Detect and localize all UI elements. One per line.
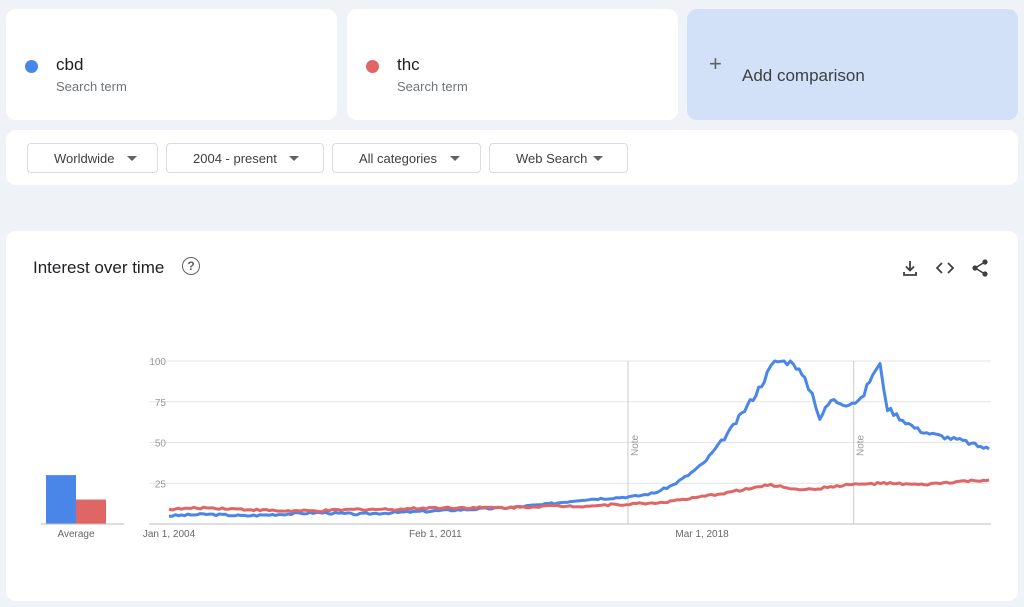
search-property-value: Web Search (516, 151, 588, 166)
term-sublabel: Search term (56, 79, 127, 94)
embed-code-icon[interactable] (934, 257, 956, 279)
term-color-dot (366, 60, 379, 73)
chevron-down-icon (593, 156, 603, 161)
x-tick-label: Mar 1, 2018 (675, 529, 729, 540)
time-range-dropdown[interactable]: 2004 - present (166, 143, 324, 173)
term-sublabel: Search term (397, 79, 468, 94)
category-value: All categories (359, 151, 438, 166)
chevron-down-icon (127, 156, 137, 161)
interest-over-time-panel: Interest over time ? Note Note Average 25… (6, 231, 1018, 601)
share-icon[interactable] (969, 257, 991, 279)
region-dropdown[interactable]: Worldwide (27, 143, 158, 173)
panel-title: Interest over time (33, 258, 165, 277)
add-comparison-label: Add comparison (742, 66, 865, 85)
add-comparison-button[interactable]: + Add comparison (687, 9, 1018, 120)
chevron-down-icon (450, 156, 460, 161)
y-tick-label: 75 (155, 398, 167, 409)
term-color-dot (25, 60, 38, 73)
average-bar-thc (76, 499, 106, 524)
x-tick-label: Jan 1, 2004 (143, 529, 196, 540)
x-tick-label: Feb 1, 2011 (409, 529, 462, 540)
time-range-value: 2004 - present (193, 151, 277, 166)
y-tick-label: 50 (155, 439, 167, 450)
y-tick-label: 25 (155, 479, 167, 490)
series-line-cbd (168, 359, 990, 518)
download-icon[interactable] (899, 257, 921, 279)
average-label: Average (57, 529, 95, 540)
term-card-cbd[interactable]: cbd Search term (6, 9, 337, 120)
term-card-thc[interactable]: thc Search term (347, 9, 678, 120)
y-tick-label: 100 (149, 357, 166, 368)
category-dropdown[interactable]: All categories (332, 143, 481, 173)
region-value: Worldwide (54, 151, 115, 166)
interest-over-time-chart: Note Note Average 25 50 75 100 Jan 1, 2004 Feb… (41, 357, 991, 540)
chevron-down-icon (289, 156, 299, 161)
plus-icon: + (709, 51, 722, 76)
average-bar-cbd (46, 475, 76, 524)
note-label: Note (856, 434, 867, 456)
note-label: Note (630, 434, 641, 456)
search-property-dropdown[interactable]: Web Search (489, 143, 628, 173)
term-name: thc (397, 55, 420, 74)
series-line-thc (168, 478, 990, 514)
filter-bar: Worldwide 2004 - present All categories … (6, 130, 1018, 185)
term-name: cbd (56, 55, 84, 74)
help-icon[interactable]: ? (182, 257, 200, 275)
